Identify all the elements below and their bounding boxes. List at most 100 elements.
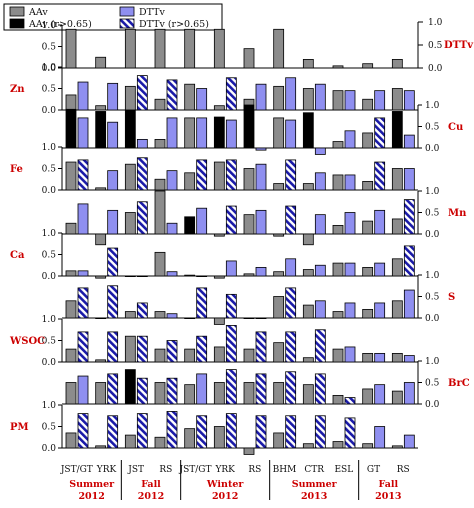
aav-bar bbox=[154, 28, 166, 69]
left-axis-tick-label: 0.5 bbox=[42, 85, 57, 95]
aav-bar bbox=[302, 88, 314, 111]
right-axis-tick-label: 1.0 bbox=[425, 271, 440, 281]
right-axis-tick-label-1: 1.0 bbox=[428, 18, 443, 28]
x-tick-label: RS bbox=[159, 465, 172, 475]
panel-Ca: 0.0 0.5 1.0 Ca bbox=[10, 229, 418, 282]
aav-bar bbox=[273, 382, 285, 405]
aav-bar bbox=[95, 111, 107, 149]
aav-bar bbox=[302, 233, 314, 246]
x-tick-label: CTR bbox=[304, 465, 324, 475]
dttv-bar bbox=[344, 212, 356, 235]
dttv-bar bbox=[136, 75, 148, 111]
x-tick-label: RS bbox=[248, 465, 261, 475]
aav-bar bbox=[362, 388, 374, 405]
aav-bar bbox=[332, 224, 344, 235]
dttv-bar bbox=[136, 302, 148, 319]
left-axis-tick-label: 0.0 bbox=[42, 186, 57, 196]
legend-swatch-dttv-sig bbox=[119, 18, 135, 29]
aav-bar bbox=[302, 269, 314, 277]
dttv-bar bbox=[196, 207, 208, 235]
aav-bar bbox=[243, 104, 255, 149]
panels: 0.00.51.00.00.51.0Zn0.00.51.0Cu0.00.51.0… bbox=[9, 21, 470, 455]
dttv-bar bbox=[166, 313, 178, 319]
aav-bar bbox=[332, 141, 344, 149]
dttv-bar bbox=[225, 205, 237, 235]
aav-bar bbox=[273, 233, 285, 237]
left-axis-tick-label: 0.5 bbox=[42, 43, 57, 53]
dttv-bar bbox=[285, 415, 297, 449]
dttv-bar bbox=[136, 335, 148, 363]
dttv-bar bbox=[285, 77, 297, 111]
dttv-bar bbox=[403, 434, 415, 449]
aav-bar bbox=[124, 311, 136, 319]
aav-bar bbox=[243, 48, 255, 69]
aav-bar bbox=[213, 346, 225, 363]
right-axis-tick-label: 0.5 bbox=[425, 379, 440, 389]
dttv-bar bbox=[77, 270, 89, 277]
dttv-bar bbox=[403, 134, 415, 149]
x-tick-label: JST bbox=[127, 465, 144, 475]
panel-label-fe: Fe bbox=[10, 164, 23, 175]
season-label: Summer bbox=[292, 479, 338, 490]
aav-bar bbox=[184, 348, 196, 363]
x-tick-label: BHM bbox=[273, 465, 297, 475]
aav-bar bbox=[332, 262, 344, 277]
right-axis-tick-label-0: 0.0 bbox=[428, 64, 443, 74]
panel-Fe: 0.0 0.5 1.0 Fe bbox=[10, 143, 418, 196]
season-year: 2012 bbox=[138, 491, 164, 502]
aav-bar bbox=[154, 190, 166, 235]
right-axis-tick-label: 0.5 bbox=[425, 209, 440, 219]
dttv-bar bbox=[225, 159, 237, 191]
aav-bar bbox=[95, 275, 107, 279]
x-tick-label: JST/GT bbox=[178, 465, 211, 475]
dttv-bar bbox=[403, 382, 415, 405]
dttv-bar bbox=[285, 205, 297, 235]
season-label: Winter bbox=[206, 479, 244, 490]
aav-bar bbox=[184, 317, 196, 320]
left-axis-tick-label: 1.0 bbox=[42, 401, 57, 411]
aav-bar bbox=[95, 105, 107, 111]
panel-label-mn: Mn bbox=[448, 208, 467, 219]
dttv-bar bbox=[314, 329, 326, 363]
dttv-bar bbox=[314, 147, 326, 155]
aav-bar bbox=[95, 359, 107, 363]
aav-bar bbox=[124, 109, 136, 149]
aav-bar bbox=[391, 88, 403, 111]
panel-label-wsoc: WSOC bbox=[9, 336, 45, 347]
aav-bar bbox=[302, 59, 314, 69]
aav-bar bbox=[362, 352, 374, 363]
aav-bar bbox=[65, 28, 77, 69]
dttv-bar bbox=[403, 168, 415, 191]
right-axis-tick-label: 1.0 bbox=[425, 101, 440, 111]
aav-bar bbox=[273, 117, 285, 149]
dttv-bar bbox=[314, 373, 326, 405]
aav-bar bbox=[391, 445, 403, 449]
right-axis-tick-label: 0.0 bbox=[425, 230, 440, 240]
legend-label-dttv-sig: DTTv (r>0.65) bbox=[139, 19, 209, 30]
dttv-bar bbox=[255, 163, 267, 191]
aav-bar bbox=[213, 28, 225, 69]
left-axis-tick-label: 0.0 bbox=[42, 444, 57, 454]
aav-bar bbox=[362, 443, 374, 449]
dttv-bar bbox=[196, 335, 208, 363]
dttv-bar bbox=[136, 157, 148, 191]
aav-bar bbox=[154, 382, 166, 405]
dttv-bar bbox=[344, 346, 356, 363]
aav-bar bbox=[184, 28, 196, 69]
dttv-bar bbox=[196, 373, 208, 405]
legend: AAv AAv (r>0.65) DTTv DTTv (r>0.65) bbox=[3, 3, 223, 31]
dttv-bar bbox=[374, 262, 386, 277]
aav-bar bbox=[65, 222, 77, 235]
aav-bar bbox=[332, 174, 344, 191]
aav-bar bbox=[302, 304, 314, 319]
dttv-bar bbox=[255, 373, 267, 405]
aav-bar bbox=[243, 447, 255, 455]
right-axis-tick-label: 0.5 bbox=[425, 293, 440, 303]
dttv-bar bbox=[107, 121, 119, 149]
dttv-bar bbox=[225, 413, 237, 449]
season-label: Fall bbox=[141, 479, 161, 490]
right-axis-title: DTTv bbox=[444, 40, 474, 51]
dttv-bar bbox=[136, 275, 148, 278]
x-tick-label: RS bbox=[397, 465, 410, 475]
aav-bar bbox=[65, 348, 77, 363]
